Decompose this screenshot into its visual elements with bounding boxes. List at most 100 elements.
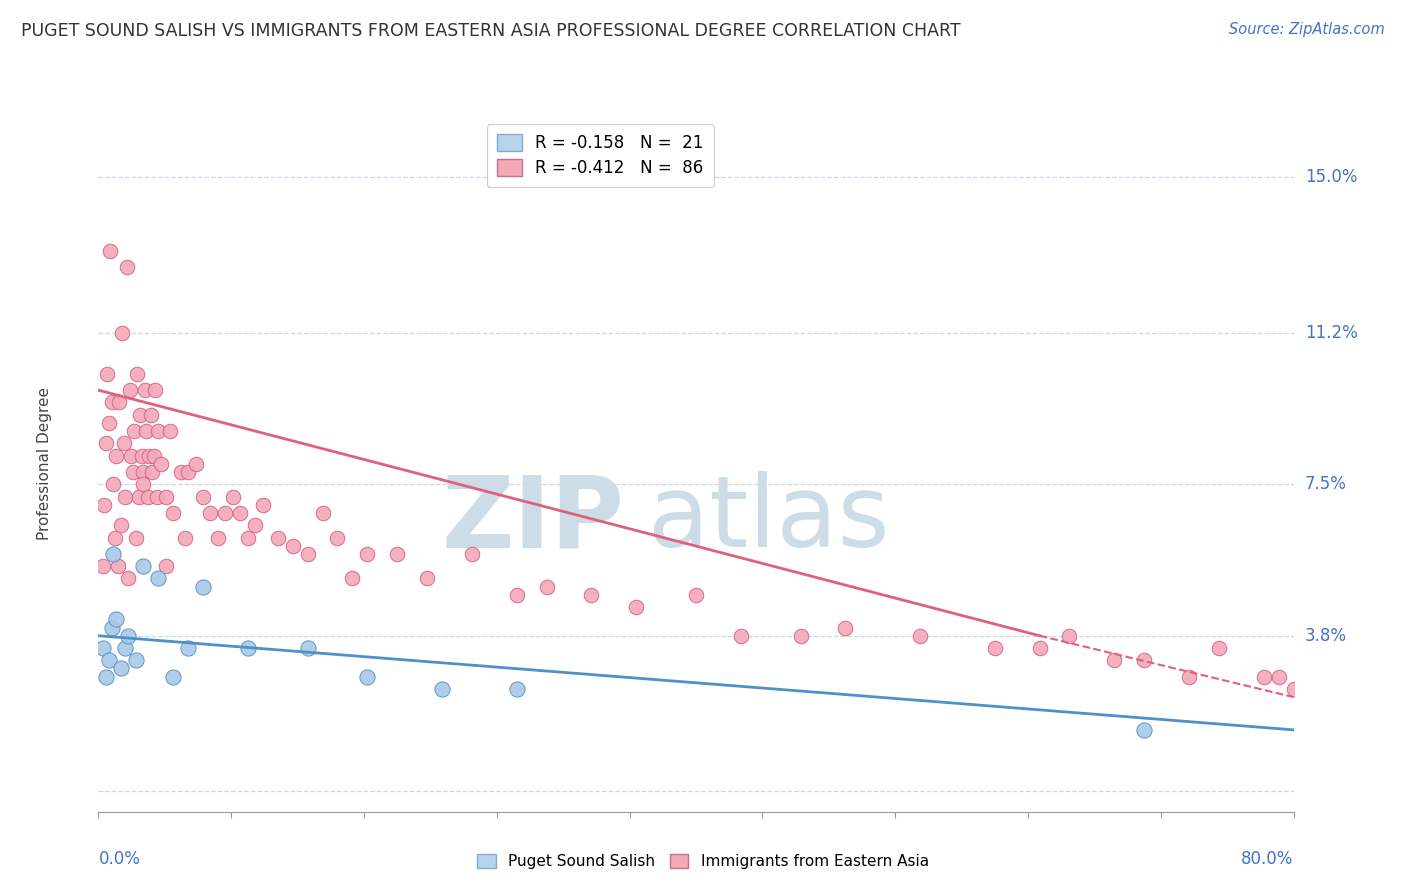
Point (908, 629, 931, 643)
Text: PUGET SOUND SALISH VS IMMIGRANTS FROM EASTERN ASIA PROFESSIONAL DEGREE CORRELATI: PUGET SOUND SALISH VS IMMIGRANTS FROM EA… (21, 22, 960, 40)
Point (114, 640, 136, 655)
Point (356, 547, 378, 561)
Text: atlas: atlas (648, 471, 890, 568)
Point (297, 640, 319, 655)
Point (103, 477, 125, 491)
Point (131, 449, 153, 463)
Text: Source: ZipAtlas.com: Source: ZipAtlas.com (1229, 22, 1385, 37)
Text: 0.0%: 0.0% (98, 850, 141, 868)
Point (1133, 723, 1156, 737)
Point (356, 670, 378, 684)
Point (207, 531, 229, 545)
Point (834, 621, 856, 635)
Point (101, 395, 124, 409)
Point (177, 640, 200, 655)
Point (94, 670, 117, 684)
Point (461, 547, 484, 561)
Point (125, 653, 148, 667)
Point (789, 629, 811, 643)
Point (174, 531, 197, 545)
Point (1282, 681, 1305, 696)
Point (730, 629, 752, 643)
Point (1133, 653, 1156, 667)
Point (685, 588, 707, 602)
Point (139, 408, 162, 422)
Point (177, 465, 200, 479)
Point (430, 681, 453, 696)
Point (108, 395, 131, 409)
Point (245, 518, 267, 533)
Point (281, 539, 304, 553)
Point (117, 571, 139, 585)
Point (145, 490, 167, 504)
Point (297, 547, 319, 561)
Text: 7.5%: 7.5% (1305, 475, 1347, 493)
Point (142, 449, 165, 463)
Text: 11.2%: 11.2% (1305, 324, 1357, 342)
Point (229, 506, 252, 520)
Point (506, 681, 529, 696)
Point (1102, 653, 1125, 667)
Point (132, 465, 155, 479)
Point (120, 449, 142, 463)
Point (214, 506, 236, 520)
Text: 15.0%: 15.0% (1305, 169, 1357, 186)
Point (124, 424, 146, 438)
Point (105, 449, 128, 463)
Point (101, 621, 124, 635)
Point (983, 640, 1005, 655)
Text: 80.0%: 80.0% (1241, 850, 1294, 868)
Point (200, 506, 222, 520)
Point (141, 465, 163, 479)
Point (104, 531, 127, 545)
Point (1059, 629, 1081, 643)
Point (311, 506, 333, 520)
Point (105, 612, 128, 626)
Point (114, 490, 136, 504)
Point (110, 518, 132, 533)
Point (385, 547, 409, 561)
Point (112, 436, 135, 450)
Point (236, 531, 259, 545)
Point (128, 490, 150, 504)
Point (1178, 670, 1201, 684)
Point (191, 580, 214, 594)
Point (103, 547, 125, 561)
Text: 3.8%: 3.8% (1305, 627, 1347, 645)
Point (252, 498, 274, 512)
Point (125, 531, 148, 545)
Legend: R = -0.158   N =  21, R = -0.412   N =  86: R = -0.158 N = 21, R = -0.412 N = 86 (486, 124, 714, 187)
Point (159, 424, 181, 438)
Point (91, 559, 114, 574)
Point (326, 531, 349, 545)
Point (267, 531, 290, 545)
Point (342, 571, 364, 585)
Point (155, 559, 177, 574)
Point (93, 498, 115, 512)
Point (94, 436, 117, 450)
Point (115, 260, 138, 275)
Point (150, 457, 173, 471)
Point (624, 600, 647, 615)
Point (107, 559, 129, 574)
Point (581, 588, 603, 602)
Point (169, 465, 191, 479)
Text: Professional Degree: Professional Degree (37, 387, 52, 541)
Point (136, 490, 159, 504)
Point (148, 571, 170, 585)
Point (222, 490, 245, 504)
Point (135, 424, 157, 438)
Point (91, 640, 114, 655)
Point (97, 653, 120, 667)
Point (134, 383, 156, 397)
Point (1267, 670, 1289, 684)
Point (118, 383, 141, 397)
Point (117, 629, 139, 643)
Point (111, 326, 134, 340)
Point (506, 588, 529, 602)
Point (129, 408, 152, 422)
Point (138, 449, 160, 463)
Point (162, 506, 184, 520)
Point (98, 244, 122, 258)
Point (132, 559, 155, 574)
